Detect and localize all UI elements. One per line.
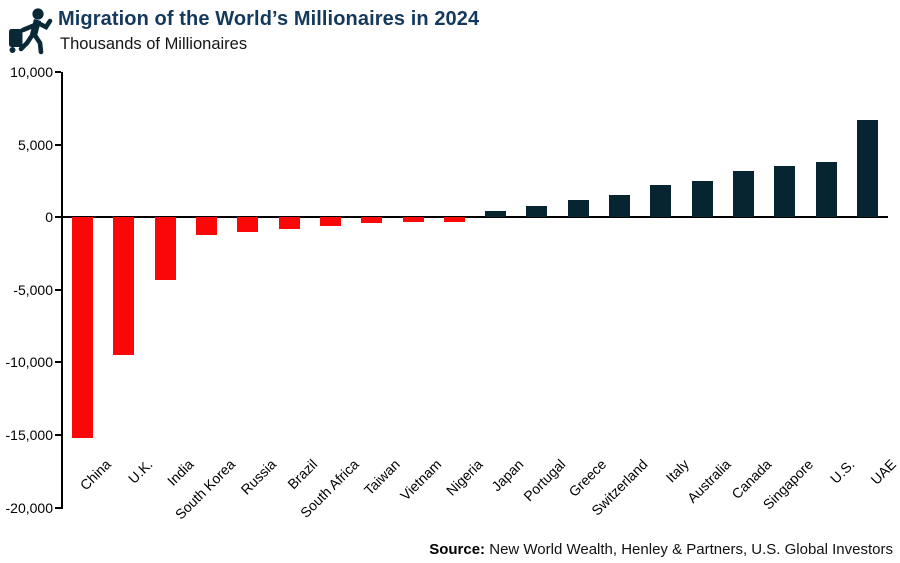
bar [856, 119, 878, 218]
y-axis-tick [55, 434, 61, 436]
x-axis-label: Russia [237, 456, 280, 498]
traveler-icon [7, 5, 55, 55]
bar [650, 185, 672, 218]
bar [361, 217, 383, 223]
y-axis-tick [55, 361, 61, 364]
y-axis-tick [55, 216, 61, 219]
source-label: Source: [429, 541, 486, 558]
x-axis-label: China [76, 456, 114, 494]
y-tick-label: -10,000 [5, 354, 53, 371]
chart-header: Migration of the World’s Millionaires in… [0, 0, 900, 60]
y-axis-line [61, 72, 63, 509]
x-axis-label: Portugal [520, 456, 569, 505]
bar [319, 217, 341, 226]
chart-title: Migration of the World’s Millionaires in… [58, 8, 480, 30]
x-axis-label: India [163, 456, 197, 489]
bar [237, 217, 259, 232]
y-tick-label: -5,000 [13, 281, 53, 298]
bar [154, 217, 176, 280]
x-axis-label: Vietnam [396, 456, 445, 504]
y-axis-tick [55, 506, 61, 509]
bar [609, 195, 631, 218]
y-axis-tick [55, 71, 61, 73]
bar [567, 199, 589, 218]
bar [485, 211, 507, 218]
y-axis-tick [55, 143, 61, 146]
y-tick-label: 0 [45, 209, 53, 226]
bar [113, 217, 135, 356]
x-axis-label: UAE [866, 456, 899, 488]
chart-subtitle: Thousands of Millionaires [60, 35, 248, 53]
x-axis-label: U.K. [124, 456, 156, 487]
bar [443, 217, 465, 222]
source-text: New World Wealth, Henley & Partners, U.S… [485, 541, 893, 558]
x-axis-label: Brazil [284, 456, 321, 493]
bar [774, 166, 796, 218]
zero-line [61, 216, 888, 219]
y-tick-label: 5,000 [17, 136, 53, 153]
x-axis-label: U.S. [826, 456, 858, 487]
x-axis-label: Japan [488, 456, 527, 495]
x-axis-label: Italy [662, 456, 693, 486]
x-axis-label: Nigeria [442, 456, 486, 499]
source-line: Source: New World Wealth, Henley & Partn… [429, 541, 893, 558]
bar [732, 170, 754, 218]
bar [72, 217, 94, 438]
y-tick-label: -20,000 [5, 499, 53, 516]
bar [278, 217, 300, 229]
bar [815, 162, 837, 218]
bar [196, 217, 218, 235]
bar [691, 180, 713, 218]
y-axis-tick [55, 288, 61, 291]
x-axis-label: Australia [683, 456, 734, 506]
y-tick-label: 10,000 [10, 64, 53, 80]
bar [526, 205, 548, 218]
y-tick-label: -15,000 [5, 427, 53, 443]
bar [402, 217, 424, 222]
